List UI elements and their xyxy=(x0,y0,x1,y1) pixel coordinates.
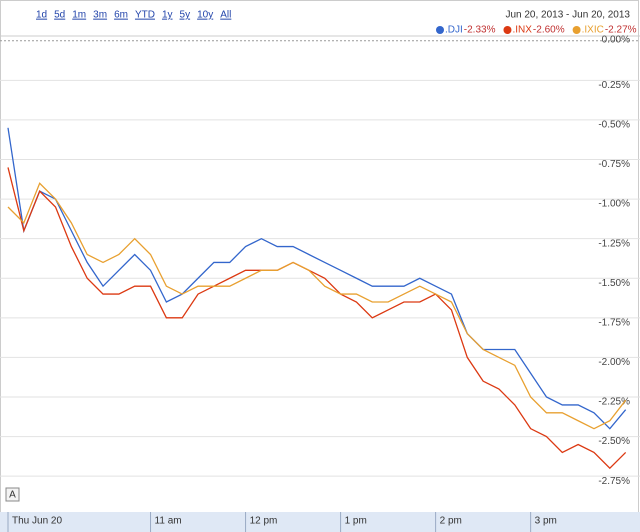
range-button[interactable]: All xyxy=(220,10,231,21)
legend-change: -2.33% xyxy=(464,25,496,36)
y-tick-label: -2.00% xyxy=(598,357,630,368)
range-button[interactable]: 1y xyxy=(162,10,173,21)
x-tick-label: 2 pm xyxy=(440,516,462,527)
date-range: Jun 20, 2013 - Jun 20, 2013 xyxy=(505,10,630,21)
y-tick-label: -2.75% xyxy=(598,476,630,487)
range-button[interactable]: 10y xyxy=(197,10,213,21)
legend-dot xyxy=(503,26,512,34)
range-button[interactable]: 1d xyxy=(36,10,47,21)
range-button[interactable]: 5d xyxy=(54,10,65,21)
y-tick-label: -0.75% xyxy=(598,159,630,170)
range-button[interactable]: 5y xyxy=(180,10,191,21)
x-tick-label: 11 am xyxy=(155,516,182,527)
y-tick-label: -0.50% xyxy=(598,120,630,131)
range-button[interactable]: 6m xyxy=(114,10,128,21)
y-tick-label: -1.50% xyxy=(598,278,630,289)
legend-dot xyxy=(436,26,444,34)
x-tick-label: 12 pm xyxy=(250,516,278,527)
x-tick-label: 1 pm xyxy=(345,516,367,527)
annotation-flag xyxy=(5,487,20,502)
y-tick-label: -2.25% xyxy=(598,397,630,408)
legend-name: .INX xyxy=(512,25,532,36)
y-tick-label: -0.25% xyxy=(598,80,630,91)
legend-change: -2.60% xyxy=(533,25,565,36)
annotation: A xyxy=(9,490,16,501)
x-axis-band xyxy=(0,512,640,532)
y-tick-label: -1.75% xyxy=(598,317,630,328)
x-tick-label: 3 pm xyxy=(535,516,557,527)
legend-name: .IXIC xyxy=(582,25,604,36)
y-tick-label: -1.00% xyxy=(598,199,630,210)
range-button[interactable]: YTD xyxy=(135,10,155,21)
range-button[interactable]: 1m xyxy=(72,10,86,21)
series-line xyxy=(7,182,627,430)
series-line xyxy=(7,167,627,470)
range-button[interactable]: 3m xyxy=(93,10,107,21)
y-tick-label: -1.25% xyxy=(598,238,630,249)
y-tick-label: 0.00% xyxy=(602,34,630,45)
legend-change: -2.27% xyxy=(605,25,637,36)
x-tick-label: Thu Jun 20 xyxy=(12,516,62,527)
y-tick-label: -2.50% xyxy=(598,436,630,447)
legend-dot xyxy=(572,26,581,34)
legend-name: .DJI xyxy=(445,25,463,36)
series-line xyxy=(7,127,627,430)
